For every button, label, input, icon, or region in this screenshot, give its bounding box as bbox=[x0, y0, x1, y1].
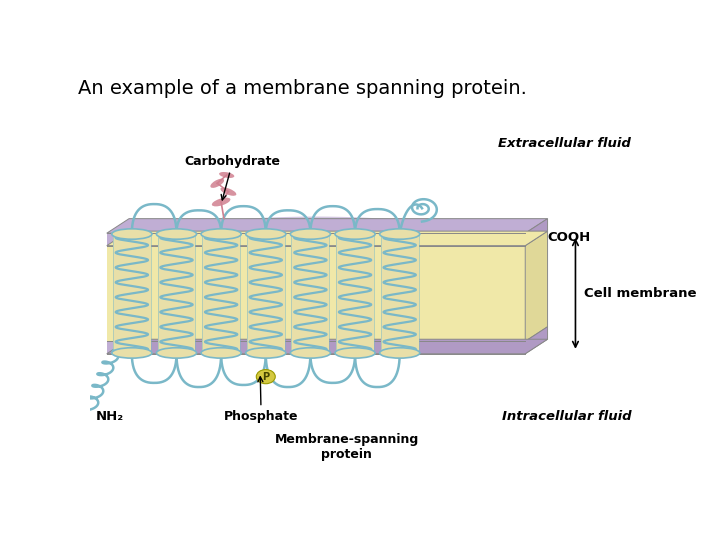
Bar bbox=[107, 341, 526, 354]
Ellipse shape bbox=[112, 348, 152, 358]
Ellipse shape bbox=[335, 229, 375, 239]
Polygon shape bbox=[526, 327, 548, 354]
Polygon shape bbox=[107, 339, 548, 354]
Ellipse shape bbox=[201, 348, 241, 358]
Bar bbox=[247, 234, 284, 353]
Ellipse shape bbox=[156, 348, 197, 358]
Bar bbox=[158, 234, 195, 353]
Ellipse shape bbox=[335, 348, 375, 358]
Bar bbox=[292, 234, 329, 353]
Ellipse shape bbox=[112, 229, 152, 239]
Ellipse shape bbox=[379, 229, 420, 239]
Ellipse shape bbox=[290, 348, 330, 358]
Ellipse shape bbox=[156, 229, 197, 239]
Text: Membrane-spanning
protein: Membrane-spanning protein bbox=[274, 433, 419, 461]
Polygon shape bbox=[526, 231, 548, 341]
Bar bbox=[336, 234, 374, 353]
Polygon shape bbox=[107, 217, 526, 233]
Text: Extracellular fluid: Extracellular fluid bbox=[498, 137, 631, 150]
Ellipse shape bbox=[290, 229, 330, 239]
Text: COOH: COOH bbox=[547, 231, 591, 244]
Text: Carbohydrate: Carbohydrate bbox=[185, 154, 281, 200]
Ellipse shape bbox=[220, 187, 236, 196]
Ellipse shape bbox=[201, 229, 241, 239]
Ellipse shape bbox=[246, 348, 286, 358]
Ellipse shape bbox=[212, 198, 230, 206]
Bar bbox=[113, 234, 150, 353]
Text: NH₂: NH₂ bbox=[96, 410, 124, 423]
Text: Cell membrane: Cell membrane bbox=[584, 287, 696, 300]
Ellipse shape bbox=[246, 229, 286, 239]
Ellipse shape bbox=[219, 172, 234, 178]
Polygon shape bbox=[526, 219, 548, 246]
Bar bbox=[107, 246, 526, 341]
Text: Intracellular fluid: Intracellular fluid bbox=[502, 410, 631, 423]
Text: P: P bbox=[262, 372, 269, 382]
Bar bbox=[202, 234, 240, 353]
Bar bbox=[381, 234, 418, 353]
Ellipse shape bbox=[210, 179, 224, 188]
Circle shape bbox=[256, 369, 275, 384]
Polygon shape bbox=[107, 219, 548, 233]
Bar bbox=[107, 233, 526, 246]
Polygon shape bbox=[107, 231, 548, 246]
Ellipse shape bbox=[379, 348, 420, 358]
Text: Phosphate: Phosphate bbox=[224, 377, 298, 423]
Text: An example of a membrane spanning protein.: An example of a membrane spanning protei… bbox=[78, 79, 526, 98]
